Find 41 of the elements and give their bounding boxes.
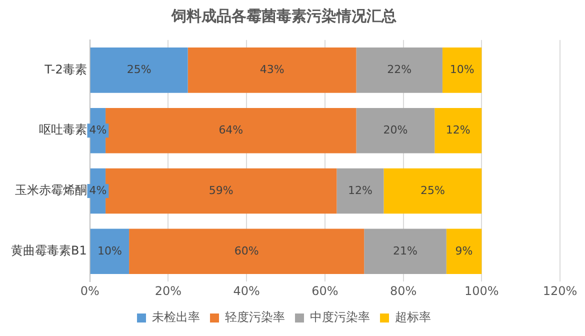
bar	[356, 108, 435, 154]
data-label: 60%	[234, 244, 259, 258]
x-tick-label: 100%	[464, 284, 499, 298]
y-tick-label: 黄曲霉毒素B1	[10, 244, 87, 258]
data-label: 12%	[446, 123, 470, 136]
data-label: 64%	[218, 123, 244, 136]
data-label: 25%	[126, 63, 152, 76]
legend-label: 未检出率	[152, 310, 200, 324]
x-tick-label: 80%	[390, 284, 417, 298]
data-label: 10%	[450, 63, 474, 76]
data-label: 12%	[348, 184, 372, 197]
legend-label: 轻度污染率	[225, 310, 285, 324]
data-label: 43%	[260, 63, 284, 76]
data-label: 20%	[383, 123, 408, 136]
bar	[356, 48, 442, 93]
data-label: 4%	[89, 123, 107, 136]
y-tick-label: 呕吐毒素	[38, 122, 87, 137]
data-label: 22%	[387, 63, 412, 76]
x-tick-label: 0%	[80, 284, 100, 298]
bar	[364, 228, 446, 274]
bar	[106, 108, 356, 154]
x-tick-label: 120%	[542, 284, 578, 298]
x-tick-label: 20%	[154, 284, 182, 298]
bar	[188, 48, 356, 93]
y-tick-label: T-2毒素	[44, 62, 87, 76]
data-label: 10%	[97, 244, 122, 258]
legend-label: 超标率	[395, 310, 431, 324]
data-label: 59%	[208, 184, 234, 197]
chart-title: 饲料成品各霉菌毒素污染情况汇总	[170, 6, 396, 25]
bar	[384, 168, 482, 214]
data-label: 9%	[455, 244, 473, 258]
x-tick-label: 60%	[312, 284, 338, 298]
data-label: 21%	[393, 244, 418, 258]
y-tick-label: 玉米赤霉烯酮	[14, 183, 87, 198]
data-label: 4%	[89, 184, 107, 197]
bar	[129, 228, 364, 274]
data-label: 25%	[420, 184, 445, 197]
legend-label: 中度污染率	[310, 310, 370, 324]
x-tick-label: 40%	[233, 284, 260, 298]
bar	[90, 48, 188, 93]
bar	[106, 168, 337, 214]
